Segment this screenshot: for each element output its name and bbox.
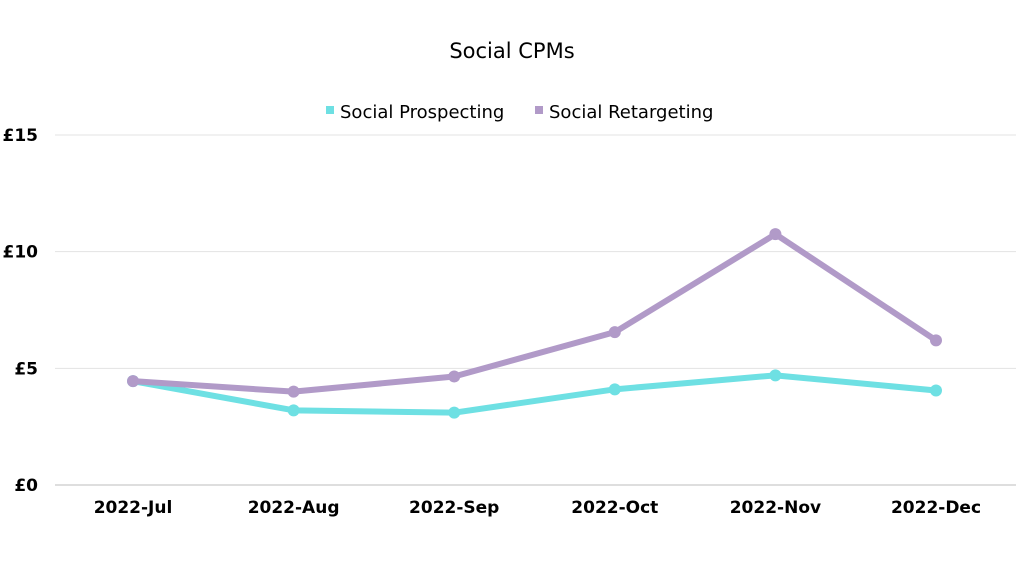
data-point xyxy=(287,385,300,398)
y-axis-ticks: £0 £5 £10 £15 xyxy=(3,126,39,496)
series-1 xyxy=(127,228,942,398)
data-point xyxy=(930,384,942,397)
gridlines xyxy=(55,134,1016,486)
data-point xyxy=(448,370,461,383)
y-tick-label: £0 xyxy=(14,476,38,496)
data-point xyxy=(608,383,621,396)
series-0 xyxy=(127,369,942,419)
data-point xyxy=(287,404,300,417)
series-lines xyxy=(127,228,942,419)
y-tick-label: £15 xyxy=(3,126,39,146)
x-tick-label: 2022-Oct xyxy=(571,498,658,518)
x-tick-label: 2022-Nov xyxy=(730,498,821,518)
y-tick-label: £10 xyxy=(3,243,39,263)
series-line xyxy=(130,372,939,416)
data-point xyxy=(127,375,139,388)
series-line xyxy=(130,231,939,395)
data-point xyxy=(930,334,942,347)
legend: Social Prospecting Social Retargeting xyxy=(326,102,713,123)
x-tick-label: 2022-Jul xyxy=(94,498,173,518)
chart-title: Social CPMs xyxy=(449,39,574,63)
data-point xyxy=(448,406,461,419)
data-point xyxy=(769,369,782,382)
data-point xyxy=(769,228,782,241)
x-tick-label: 2022-Dec xyxy=(891,498,981,518)
legend-swatch xyxy=(326,106,334,114)
x-axis-ticks: 2022-Jul 2022-Aug 2022-Sep 2022-Oct 2022-Nov… xyxy=(94,498,981,518)
x-tick-label: 2022-Aug xyxy=(248,498,340,518)
legend-swatch xyxy=(535,106,543,114)
y-tick-label: £5 xyxy=(14,359,38,379)
legend-label: Social Prospecting xyxy=(340,102,504,123)
x-tick-label: 2022-Sep xyxy=(409,498,499,518)
legend-label: Social Retargeting xyxy=(549,102,713,123)
data-point xyxy=(608,326,621,339)
